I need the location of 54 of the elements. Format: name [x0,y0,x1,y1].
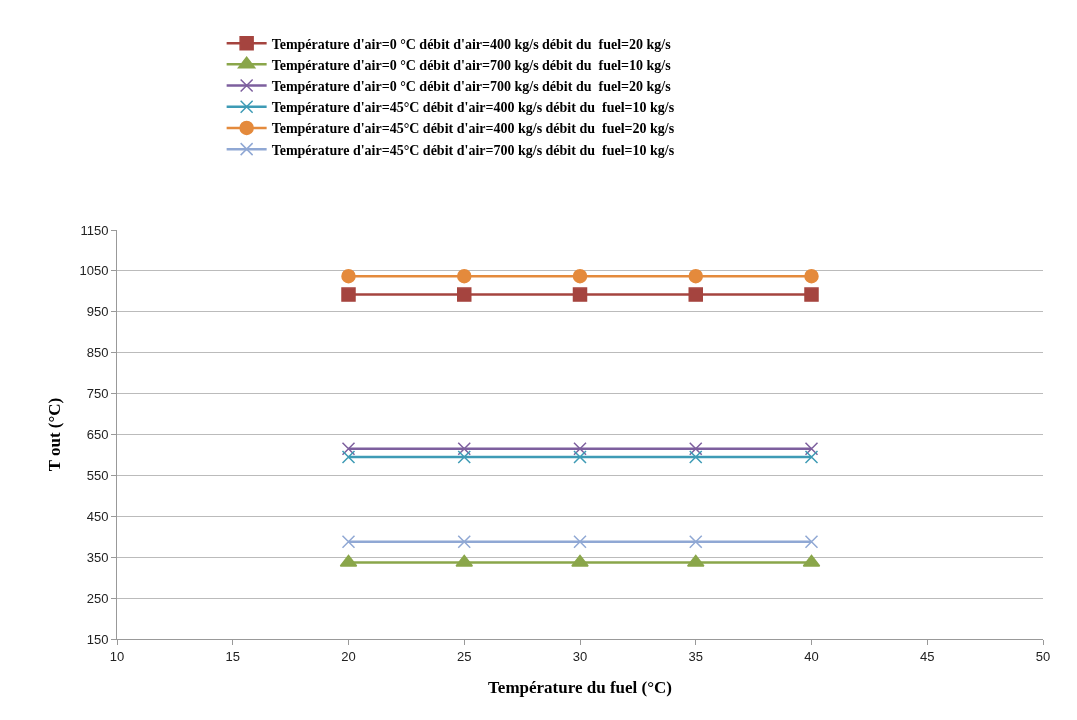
point [688,268,703,284]
legend-label: Température d'air=0 °C débit d'air=400 kg/s débit du fuel=20 kg/s [271,36,672,52]
x-tick-label: 20 [341,648,356,664]
point [804,287,819,302]
point [689,442,703,456]
y-tick-label: 550 [86,467,109,483]
x-tick-label: 15 [225,648,240,664]
point [341,450,356,464]
y-tick-label: 650 [86,427,109,443]
point [804,534,819,549]
y-tick-label: 1050 [79,263,109,279]
y-tick-label: 850 [86,345,109,361]
point [573,442,587,456]
x-tick-label: 30 [572,648,588,664]
y-tick-label: 350 [86,549,109,565]
y-tick-label: 750 [86,386,109,402]
point [341,287,356,302]
y-tick-label: 950 [86,304,109,320]
x-tick-label: 45 [920,648,935,664]
point [689,534,703,549]
legend-label: Température d'air=45°C débit d'air=700 kg/s débit du fuel=10 kg/s [271,142,675,158]
point [689,450,703,464]
y-tick-label: 1150 [80,222,109,238]
point [457,534,471,549]
point [457,287,472,302]
legend-label: Température d'air=45°C débit d'air=400 kg/s débit du fuel=10 kg/s [271,100,675,116]
legend-label: Température d'air=45°C débit d'air=400 kg/s débit du fuel=20 kg/s [271,121,675,137]
point [571,554,589,567]
point [341,534,356,549]
point [688,287,703,302]
point [804,450,819,464]
y-tick-label: 150 [86,631,109,647]
point [804,442,819,456]
point [457,268,472,284]
point [572,287,588,302]
y-axis-title: T out (°C) [45,397,65,472]
point [457,442,471,456]
y-tick-label: 450 [86,508,109,524]
point [573,450,587,464]
point [573,534,587,549]
x-tick-label: 35 [688,648,703,664]
x-tick-label: 50 [1035,648,1051,664]
x-tick-label: 10 [109,648,125,664]
point [572,268,588,284]
legend-label: Température d'air=0 °C débit d'air=700 kg/s débit du fuel=20 kg/s [271,79,672,94]
point [341,442,356,456]
point [341,268,356,284]
x-axis-title: Température du fuel (°C) [488,678,672,697]
x-tick-label: 25 [457,648,472,664]
point [804,268,819,284]
y-tick-label: 250 [86,590,109,606]
point [457,450,471,464]
legend-label: Température d'air=0 °C débit d'air=700 kg/s débit du fuel=10 kg/s [271,57,672,73]
x-tick-label: 40 [804,648,819,664]
